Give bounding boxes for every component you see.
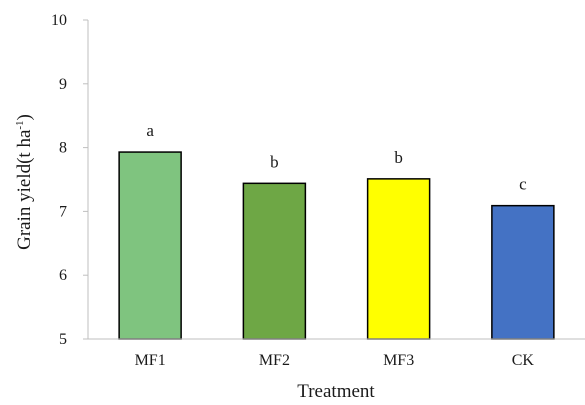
y-tick-label: 7 bbox=[59, 203, 67, 220]
bar-mf2 bbox=[242, 182, 307, 340]
x-tick-label-ck: CK bbox=[512, 352, 535, 369]
x-tick-label-mf3: MF3 bbox=[383, 352, 414, 369]
bar-mf3 bbox=[366, 178, 431, 340]
y-axis-ticks: 5 6 7 8 9 10 bbox=[51, 12, 88, 348]
bar-ck bbox=[491, 204, 555, 340]
significance-label-mf2: b bbox=[270, 152, 279, 171]
significance-label-mf3: b bbox=[394, 148, 403, 167]
y-tick-label: 6 bbox=[59, 267, 67, 284]
y-tick-label: 10 bbox=[51, 12, 67, 29]
y-tick-label: 9 bbox=[59, 76, 67, 93]
significance-labels: a b b c bbox=[146, 121, 527, 194]
x-axis-title: Treatment bbox=[297, 381, 375, 402]
y-tick-label: 5 bbox=[59, 331, 67, 348]
bar-mf1 bbox=[118, 151, 182, 340]
bars bbox=[118, 151, 555, 340]
y-axis-title: Grain yield(t ha-1) bbox=[14, 114, 35, 250]
x-axis-ticks: MF1 MF2 MF3 CK bbox=[135, 352, 535, 369]
significance-label-ck: c bbox=[519, 175, 527, 194]
x-tick-label-mf2: MF2 bbox=[259, 352, 290, 369]
y-tick-label: 8 bbox=[59, 140, 67, 157]
x-tick-label-mf1: MF1 bbox=[135, 352, 166, 369]
significance-label-mf1: a bbox=[146, 121, 154, 140]
